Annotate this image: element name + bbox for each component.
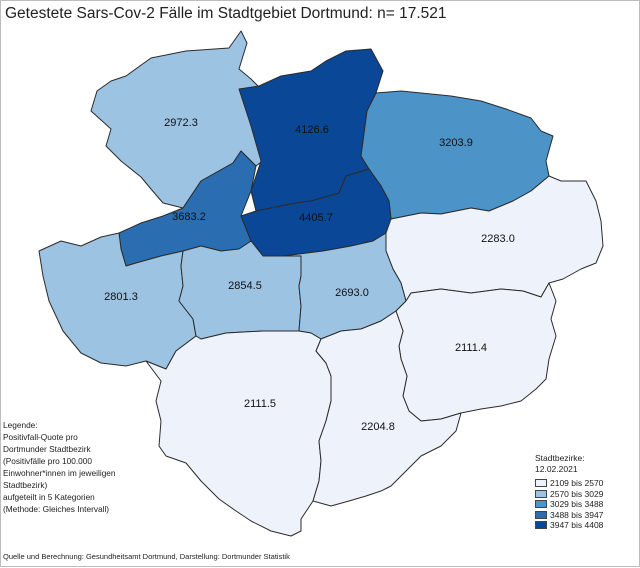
legend-class-label: 2109 bis 2570	[550, 478, 604, 489]
legend-class-label: 2570 bis 3029	[550, 488, 604, 499]
label-southwest: 2111.5	[244, 398, 276, 410]
label-northwest: 2972.3	[164, 117, 198, 129]
legend-swatch	[535, 479, 547, 488]
color-legend: Stadtbezirke: 12.02.2021 2109 bis 2570 2…	[535, 453, 603, 531]
legend-class-4: 3947 bis 4408	[535, 520, 603, 531]
legend-swatch	[535, 500, 547, 509]
legend-class-0: 2109 bis 2570	[535, 478, 603, 489]
label-southeast: 2111.4	[455, 342, 487, 354]
district-south	[312, 310, 462, 507]
legend-class-1: 2570 bis 3029	[535, 489, 603, 500]
label-west: 2801.3	[104, 291, 138, 303]
label-south-center: 2693.0	[335, 287, 369, 299]
legend-class-3: 3488 bis 3947	[535, 510, 603, 521]
label-center-north: 4126.6	[295, 124, 329, 136]
label-south: 2204.8	[361, 421, 395, 433]
district-southwest	[145, 330, 332, 537]
legend-line: aufgeteilt in 5 Kategorien	[3, 492, 95, 502]
label-south-west-center: 2854.5	[228, 280, 262, 292]
legend-class-label: 3029 bis 3488	[550, 499, 604, 510]
legend-line: Dortmunder Stadtbezirk	[3, 444, 91, 454]
legend-line: Legende:	[3, 420, 38, 430]
legend-line: (Methode: Gleiches Intervall)	[3, 504, 110, 514]
label-northeast: 3203.9	[439, 137, 473, 149]
legend-class-2: 3029 bis 3488	[535, 499, 603, 510]
legend-line: Positivfall-Quote pro	[3, 432, 78, 442]
label-center: 4405.7	[299, 212, 333, 224]
legend-swatch	[535, 489, 547, 498]
district-labels: 2972.3 4126.6 3203.9 3683.2 4405.7 2283.…	[104, 117, 515, 433]
legend-swatch	[535, 510, 547, 519]
map-title: Getestete Sars-Cov-2 Fälle im Stadtgebie…	[5, 5, 447, 22]
legend-heading: Stadtbezirke:	[535, 453, 585, 463]
legend-line: (Positivfälle pro 100.000	[3, 456, 93, 466]
legend-date: 12.02.2021	[535, 464, 578, 474]
label-west-center: 3683.2	[172, 211, 206, 223]
legend-swatch	[535, 521, 547, 530]
legend-class-label: 3947 bis 4408	[550, 520, 604, 531]
legend-line: Einwohner*innen im jeweiligen	[3, 468, 116, 478]
legend-line: Stadtbezirk)	[3, 480, 48, 490]
source-note: Quelle und Berechnung: Gesundheitsamt Do…	[3, 552, 290, 561]
label-east: 2283.0	[481, 233, 515, 245]
legend-description: Legende: Positivfall-Quote pro Dortmunde…	[3, 419, 116, 515]
legend-class-label: 3488 bis 3947	[550, 509, 604, 520]
